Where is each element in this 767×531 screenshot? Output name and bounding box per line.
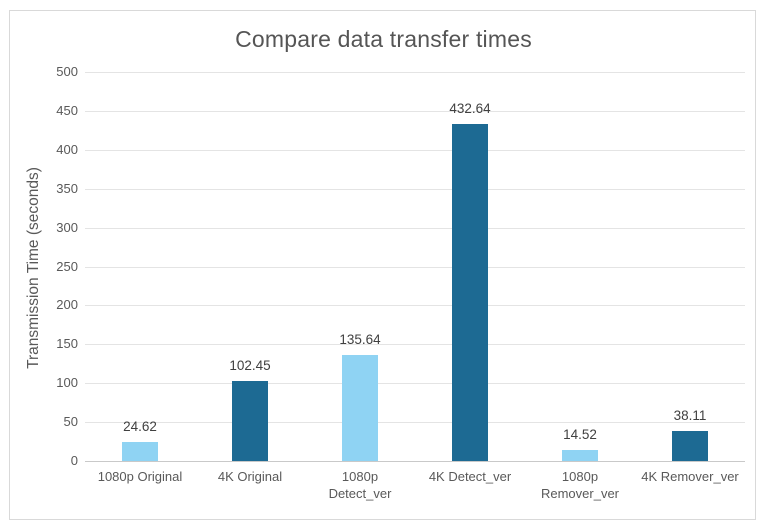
y-tick-label: 500 bbox=[56, 64, 78, 79]
y-tick-label: 250 bbox=[56, 258, 78, 274]
gridline bbox=[85, 110, 745, 112]
x-category-label: 1080p Detect_ver bbox=[328, 469, 392, 501]
gridline bbox=[85, 227, 745, 229]
x-category-label: 1080p Remover_ver bbox=[540, 469, 620, 501]
y-tick-label: 100 bbox=[56, 375, 78, 391]
x-category-label: 1080p Original bbox=[97, 469, 183, 484]
gridline bbox=[85, 383, 745, 385]
y-tick-label: 300 bbox=[56, 219, 78, 235]
bar-value-label: 102.45 bbox=[229, 358, 271, 374]
y-tick-label: 150 bbox=[56, 336, 78, 352]
y-tick-label: 350 bbox=[56, 180, 78, 196]
y-tick-label: 200 bbox=[56, 297, 78, 313]
y-tick-label: 50 bbox=[63, 414, 78, 430]
bar-value-label: 432.64 bbox=[449, 101, 491, 117]
gridline bbox=[85, 188, 745, 190]
chart-title: Compare data transfer times bbox=[235, 26, 532, 52]
bar bbox=[122, 441, 158, 461]
bar bbox=[342, 355, 378, 461]
gridline bbox=[85, 149, 745, 151]
bar bbox=[672, 431, 708, 461]
bar bbox=[232, 381, 268, 461]
x-category-label: 4K Remover_ver bbox=[641, 469, 739, 484]
bar-value-label: 14.52 bbox=[563, 426, 597, 442]
bar-value-label: 24.62 bbox=[123, 418, 157, 434]
bar-value-label: 135.64 bbox=[339, 332, 381, 348]
bar-value-label: 38.11 bbox=[673, 408, 707, 424]
chart-frame bbox=[9, 10, 756, 520]
y-tick-label: 450 bbox=[56, 102, 78, 118]
gridline bbox=[85, 72, 745, 73]
gridline bbox=[85, 422, 745, 424]
bar bbox=[452, 124, 488, 461]
x-category-label: 4K Detect_ver bbox=[428, 469, 512, 484]
x-category-label: 4K Original bbox=[217, 469, 283, 484]
y-tick-label: 400 bbox=[56, 141, 78, 157]
gridline bbox=[85, 344, 745, 346]
bar bbox=[562, 449, 598, 461]
gridline bbox=[85, 305, 745, 307]
x-axis-line bbox=[85, 461, 745, 462]
y-tick-label: 0 bbox=[70, 453, 78, 468]
gridline bbox=[85, 266, 745, 268]
